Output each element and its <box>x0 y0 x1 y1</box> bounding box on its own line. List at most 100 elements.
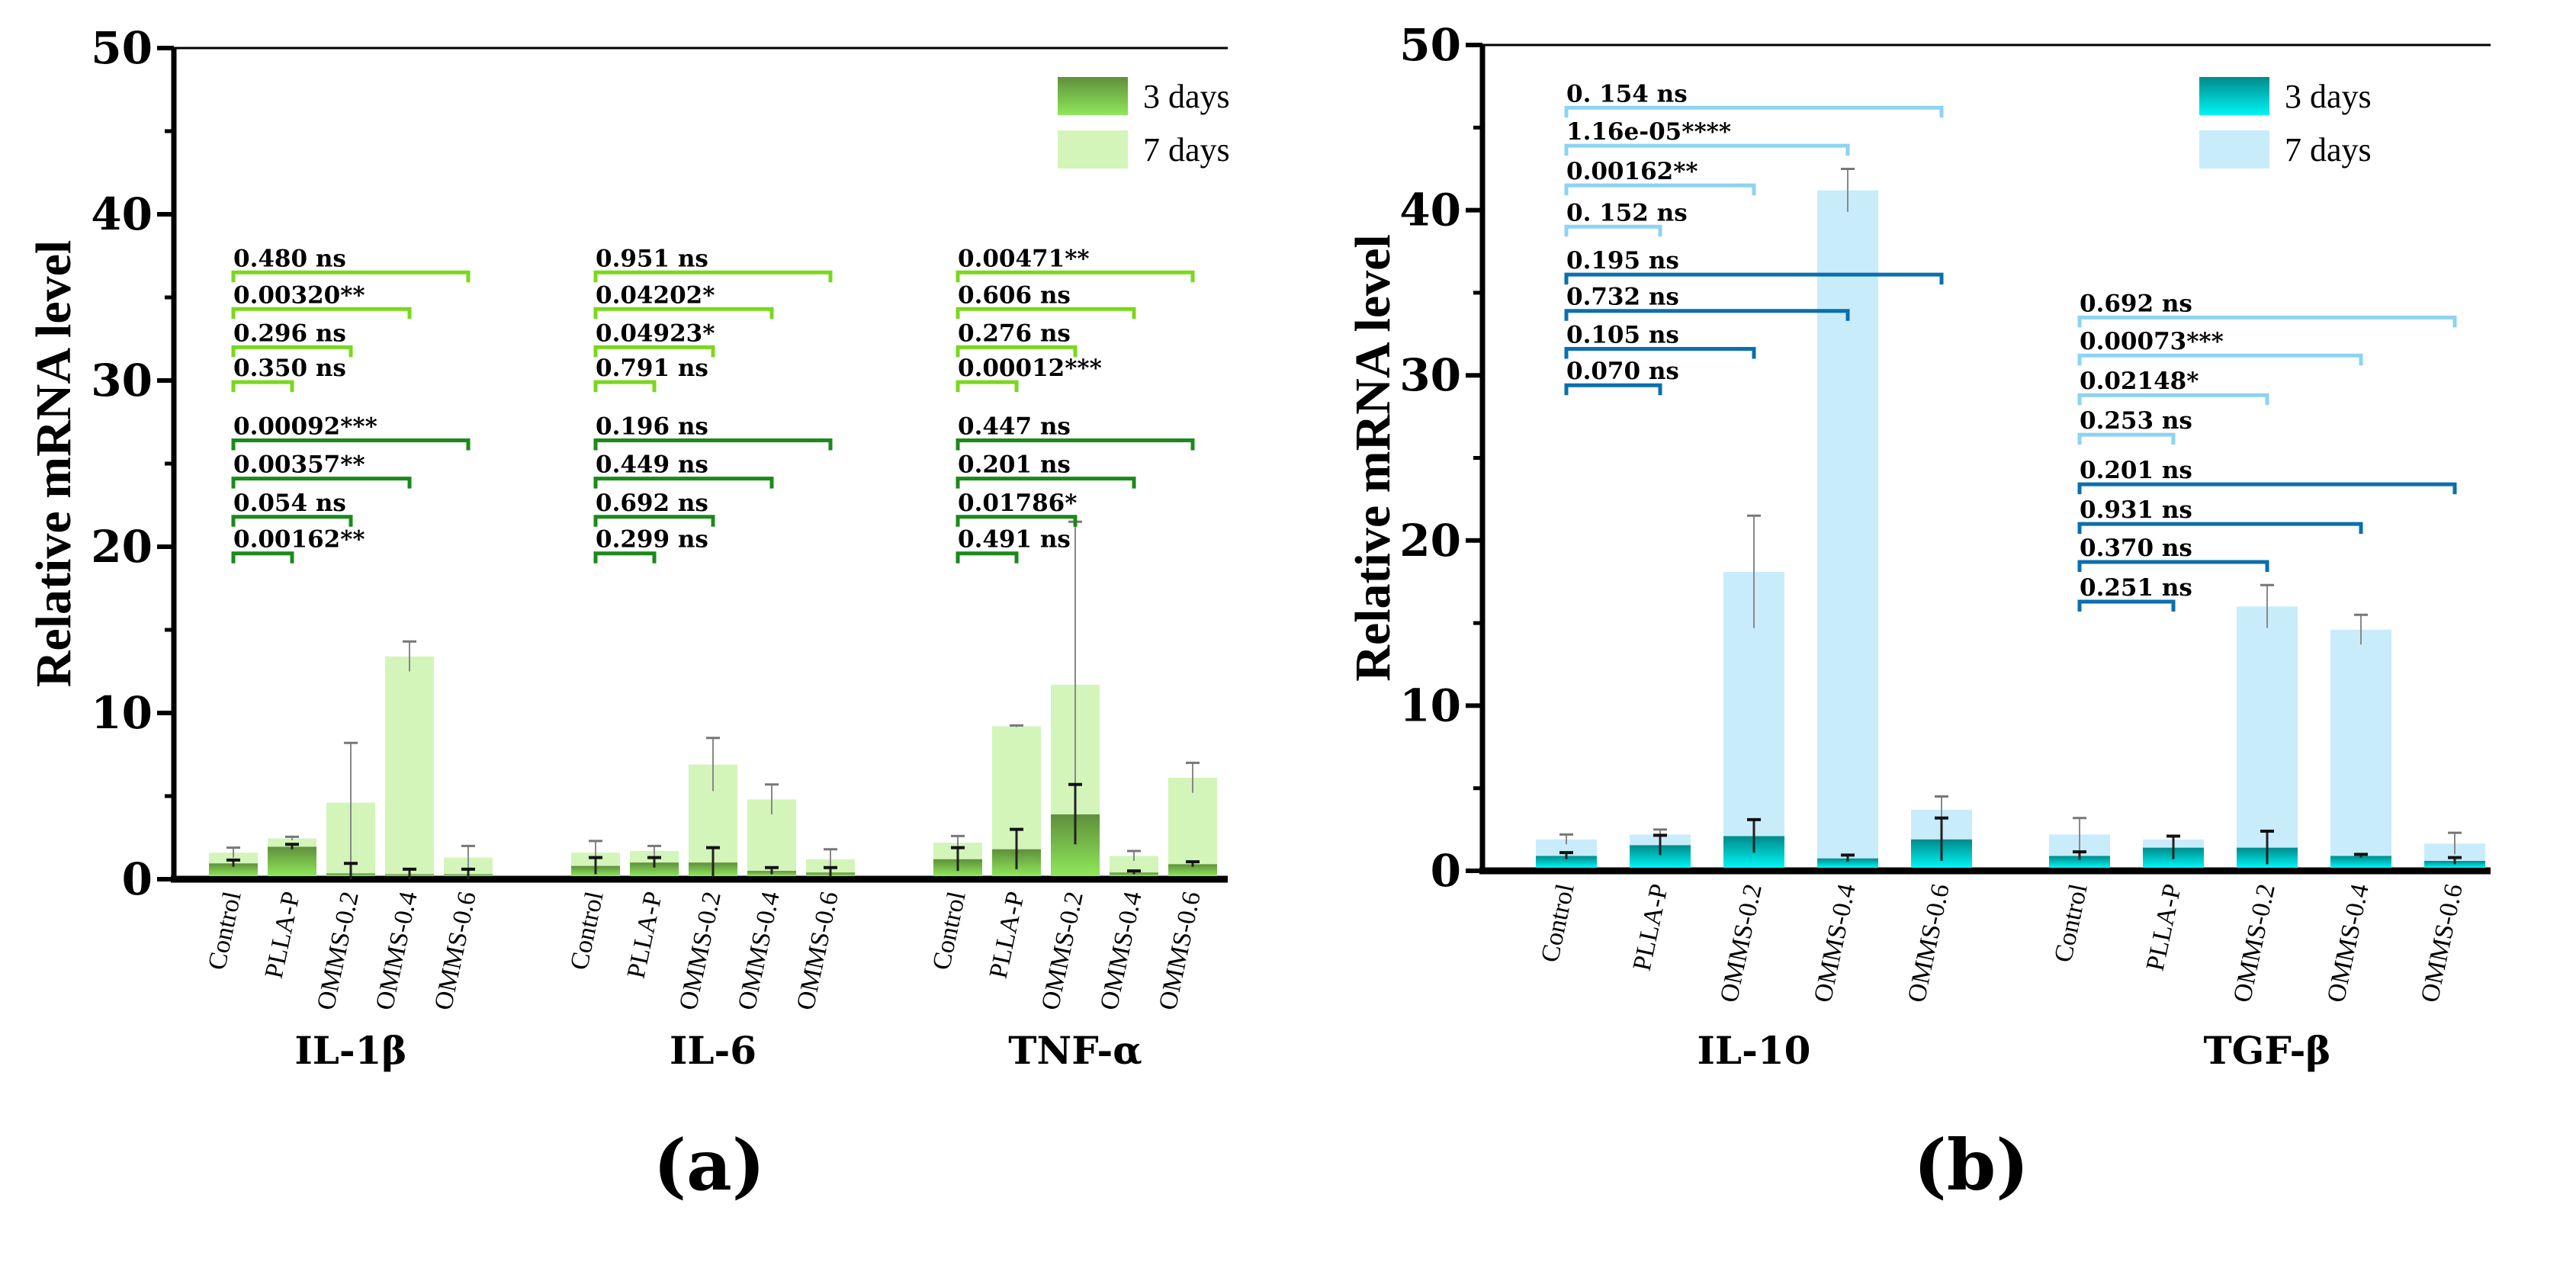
significance-bracket <box>956 307 1136 320</box>
panel-a: 0 10 20 30 40 50 Relative mRNA level Control PLL… <box>26 22 1230 1206</box>
significance-label: 0.00012*** <box>958 355 1102 382</box>
significance-bracket <box>231 270 471 283</box>
significance-label: 0.931 ns <box>2080 496 2192 524</box>
significance-label: 0.195 ns <box>1566 247 1679 275</box>
y-tick-label: 50 <box>1399 19 1461 71</box>
bar-7-days <box>1168 778 1217 876</box>
y-axis-label: Relative mRNA level <box>26 240 82 688</box>
bar-3-days <box>2424 861 2485 868</box>
y-tick-label: 20 <box>1399 515 1461 567</box>
significance-bracket <box>1564 224 1662 237</box>
x-category-label: Control <box>927 889 972 972</box>
significance-label: 0.00357** <box>233 451 365 479</box>
significance-label: 0.370 ns <box>2080 535 2192 562</box>
significance-label: 0.951 ns <box>596 245 708 272</box>
x-category-label: PLLA-P <box>984 889 1030 981</box>
significance-bracket <box>593 477 774 489</box>
x-category-label: OMMS-0.4 <box>371 889 423 1013</box>
significance-label: 0. 152 ns <box>1566 199 1688 226</box>
significance-label: 0.054 ns <box>233 490 346 517</box>
significance-label: 0.04202* <box>596 281 715 309</box>
x-category-label: Control <box>203 889 247 972</box>
significance-bracket <box>593 438 833 451</box>
x-category-label: Control <box>1536 881 1580 965</box>
legend-swatch-7-days <box>1058 130 1128 169</box>
significance-bracket <box>1564 183 1756 196</box>
significance-label: 0.732 ns <box>1566 284 1679 311</box>
significance-bracket <box>593 345 715 358</box>
significance-label: 0. 154 ns <box>1566 80 1688 108</box>
significance-bracket <box>1564 347 1756 359</box>
significance-label: 0.692 ns <box>2080 290 2192 317</box>
y-tick-label: 40 <box>91 188 153 240</box>
significance-bracket <box>1564 272 1944 285</box>
significance-bracket <box>593 515 715 527</box>
legend-swatch-3-days <box>1058 77 1128 115</box>
significance-label: 0.00320** <box>233 281 365 309</box>
significance-bracket <box>1564 143 1850 156</box>
y-axis-label: Relative mRNA level <box>1345 234 1401 682</box>
significance-bracket <box>231 551 294 564</box>
y-tick-label: 10 <box>91 687 153 739</box>
x-category-label: Control <box>565 889 609 972</box>
y-tick-label: 0 <box>1431 845 1461 897</box>
significance-bracket <box>231 515 353 527</box>
significance-label: 0.606 ns <box>958 281 1071 309</box>
significance-bracket <box>956 515 1078 527</box>
x-category-label: OMMS-0.6 <box>792 889 844 1013</box>
x-category-label: OMMS-0.6 <box>2416 881 2468 1005</box>
y-tick-label: 0 <box>122 853 153 905</box>
x-category-label: OMMS-0.4 <box>1095 889 1148 1013</box>
x-category-label: PLLA-P <box>622 889 668 981</box>
legend-label-3-days: 3 days <box>1143 78 1230 115</box>
bar-3-days <box>1168 864 1217 876</box>
significance-label: 0.00471** <box>958 245 1090 272</box>
y-tick-label: 40 <box>1399 185 1461 236</box>
significance-label: 0.00092*** <box>233 413 377 440</box>
significance-bracket <box>2077 599 2176 612</box>
x-category-label: OMMS-0.2 <box>2228 881 2281 1005</box>
significance-label: 0.251 ns <box>2080 574 2192 602</box>
bar-7-days <box>385 656 434 876</box>
panel-label: (b) <box>1913 1124 2028 1206</box>
significance-label: 0.00073*** <box>2080 328 2224 355</box>
panel-b: 0 10 20 30 40 50 Relative mRNA level Control PLL… <box>1345 19 2491 1206</box>
bar-7-days <box>2237 606 2298 868</box>
y-tick-label: 50 <box>91 22 153 74</box>
legend-swatch-3-days <box>2199 77 2269 115</box>
significance-label: 0.791 ns <box>596 355 708 382</box>
bar-3-days <box>2049 856 2110 868</box>
significance-bracket <box>956 345 1078 358</box>
x-category-label: PLLA-P <box>260 889 306 981</box>
significance-label: 0.01786* <box>958 490 1077 517</box>
significance-label: 0.692 ns <box>596 490 708 517</box>
bar-3-days <box>1536 856 1597 868</box>
x-category-label: OMMS-0.2 <box>1036 889 1089 1013</box>
significance-bracket <box>231 345 353 358</box>
x-category-label: PLLA-P <box>2141 881 2187 973</box>
significance-bracket <box>2077 315 2457 328</box>
significance-bracket <box>593 380 657 393</box>
x-category-label: OMMS-0.4 <box>733 889 785 1013</box>
significance-bracket <box>2077 522 2363 535</box>
significance-label: 0.299 ns <box>596 526 708 554</box>
bar-3-days <box>1110 872 1158 876</box>
legend-label-7-days: 7 days <box>2285 131 2372 169</box>
significance-label: 0.491 ns <box>958 526 1071 554</box>
significance-bracket <box>2077 482 2457 495</box>
significance-label: 0.070 ns <box>1566 358 1679 385</box>
bar-3-days <box>630 862 679 876</box>
bar-3-days <box>209 863 258 876</box>
x-category-label: Control <box>2049 881 2093 965</box>
significance-bracket <box>956 477 1136 489</box>
bar-3-days <box>1817 858 1878 868</box>
legend-label-3-days: 3 days <box>2285 78 2372 115</box>
x-category-label: OMMS-0.6 <box>429 889 482 1013</box>
significance-bracket <box>231 380 294 393</box>
significance-label: 1.16e-05**** <box>1566 118 1731 146</box>
x-category-label: OMMS-0.6 <box>1154 889 1206 1013</box>
group-label: IL-10 <box>1698 1028 1811 1073</box>
significance-label: 0.447 ns <box>958 413 1071 440</box>
panel-label: (a) <box>654 1124 766 1206</box>
